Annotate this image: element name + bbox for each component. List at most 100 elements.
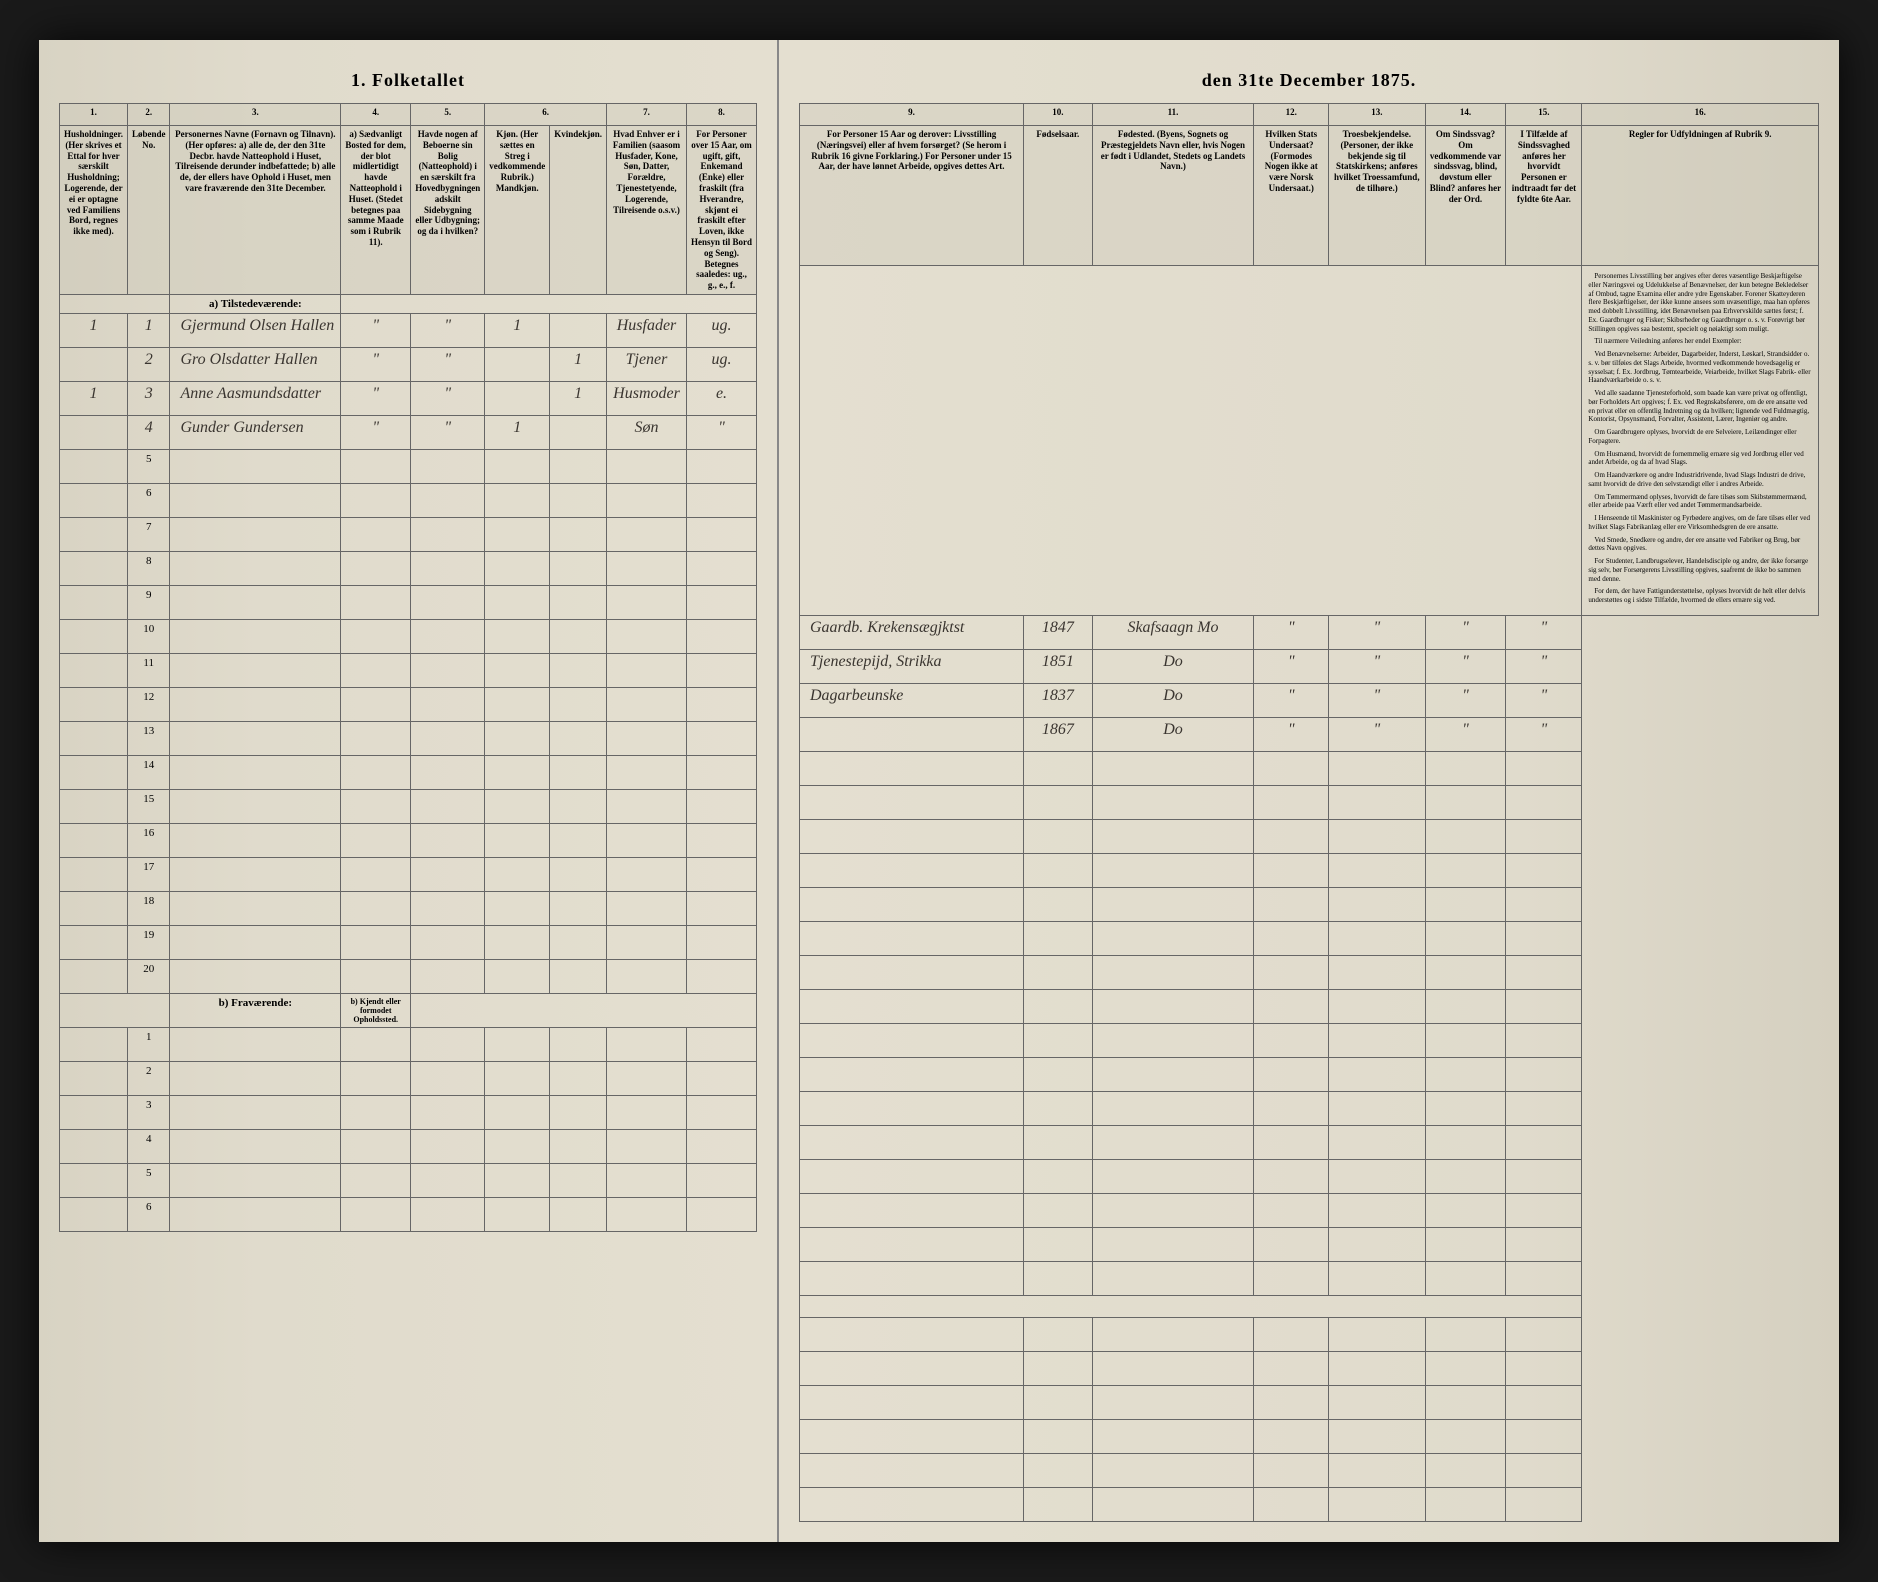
col-16: 16. (1582, 104, 1819, 126)
cell-citizen: " (1254, 615, 1329, 649)
empty-row: 10 (60, 619, 757, 653)
col-15: 15. (1506, 104, 1582, 126)
cell-cond: " (1425, 615, 1506, 649)
cell-place: Do (1092, 649, 1254, 683)
col-4: 4. (341, 104, 411, 126)
empty-row: 12 (60, 687, 757, 721)
cell-name: Gunder Gundersen (170, 415, 341, 449)
cell-residence: " (341, 381, 411, 415)
empty-row: 5 (60, 449, 757, 483)
empty-row: 8 (60, 551, 757, 585)
cell-insanity: " (1506, 615, 1582, 649)
cell-female: 1 (550, 381, 607, 415)
empty-row (800, 1227, 1819, 1261)
cell-rownum: 3 (127, 381, 170, 415)
cell-religion: " (1329, 615, 1425, 649)
empty-row: 2 (60, 1061, 757, 1095)
column-number-row: 1. 2. 3. 4. 5. 6. 7. 8. (60, 104, 757, 126)
cell-insanity: " (1506, 649, 1582, 683)
rules-paragraph: Om Gaardbrugere oplyses, hvorvidt de ere… (1588, 428, 1812, 446)
col-9: 9. (800, 104, 1024, 126)
rules-paragraph: I Henseende til Maskinister og Fyrbødere… (1588, 514, 1812, 532)
col-5: 5. (411, 104, 485, 126)
absent-note: b) Kjendt eller formodet Opholdssted. (341, 993, 411, 1027)
data-row: 1867 Do " " " " (800, 717, 1819, 751)
header-condition: Om Sindssvag? Om vedkommende var sindssv… (1425, 126, 1506, 266)
data-row: 1 1 Gjermund Olsen Hallen " " 1 Husfader… (60, 313, 757, 347)
section-present-row: a) Tilstedeværende: (60, 294, 757, 313)
empty-row: 6 (60, 1197, 757, 1231)
cell-male (485, 347, 550, 381)
column-number-row-right: 9. 10. 11. 12. 13. 14. 15. 16. (800, 104, 1819, 126)
cell-household (60, 415, 128, 449)
empty-row: 11 (60, 653, 757, 687)
left-page: 1. Folketallet 1. 2. 3. 4. 5. 6. 7. 8. H… (39, 40, 779, 1542)
col-13: 13. (1329, 104, 1425, 126)
empty-row (800, 1351, 1819, 1385)
empty-row: 20 (60, 959, 757, 993)
cell-marital: e. (687, 381, 757, 415)
cell-marital: ug. (687, 313, 757, 347)
empty-row: 6 (60, 483, 757, 517)
census-table-left: 1. 2. 3. 4. 5. 6. 7. 8. Husholdninger. (… (59, 103, 757, 1232)
cell-year: 1867 (1024, 717, 1092, 751)
cell-insanity: " (1506, 717, 1582, 751)
empty-row (800, 1023, 1819, 1057)
header-households: Husholdninger. (Her skrives et Ettal for… (60, 126, 128, 295)
empty-row (800, 785, 1819, 819)
rules-text-cell: Personernes Livsstilling bør angives eft… (1582, 266, 1819, 616)
empty-row (800, 819, 1819, 853)
header-citizenship: Hvilken Stats Undersaat? (Formodes Nogen… (1254, 126, 1329, 266)
rules-paragraph: Om Husmænd, hvorvidt de fornemmelig ernæ… (1588, 450, 1812, 468)
cell-role: Tjener (607, 347, 687, 381)
header-insanity-age: I Tilfælde af Sindssvaghed anføres her h… (1506, 126, 1582, 266)
section-absent-label: b) Fraværende: (170, 993, 341, 1027)
empty-row: 19 (60, 925, 757, 959)
cell-occupation: Gaardb. Krekensægjktst (800, 615, 1024, 649)
empty-row (800, 1159, 1819, 1193)
empty-row: 7 (60, 517, 757, 551)
header-running-no: Løbende No. (127, 126, 170, 295)
rules-paragraph: Personernes Livsstilling bør angives eft… (1588, 272, 1812, 333)
cell-rownum: 4 (127, 415, 170, 449)
cell-occupation (800, 717, 1024, 751)
cell-cond: " (1425, 649, 1506, 683)
empty-row (800, 1317, 1819, 1351)
header-residence: a) Sædvanligt Bosted for dem, der blot m… (341, 126, 411, 295)
cell-year: 1847 (1024, 615, 1092, 649)
header-row-left: Husholdninger. (Her skrives et Ettal for… (60, 126, 757, 295)
section-absent-spacer-right (800, 1295, 1819, 1317)
empty-row: 15 (60, 789, 757, 823)
cell-male (485, 381, 550, 415)
rules-paragraph: Ved Benævnelserne: Arbeider, Dagarbeider… (1588, 350, 1812, 385)
data-row: 1 3 Anne Aasmundsdatter " " 1 Husmoder e… (60, 381, 757, 415)
header-marital: For Personer over 15 Aar, om ugift, gift… (687, 126, 757, 295)
header-birthplace: Fødested. (Byens, Sognets og Præstegjeld… (1092, 126, 1254, 266)
header-row-right: For Personer 15 Aar og derover: Livsstil… (800, 126, 1819, 266)
empty-row (800, 853, 1819, 887)
cell-building: " (411, 415, 485, 449)
col-11: 11. (1092, 104, 1254, 126)
header-rules: Regler for Udfyldningen af Rubrik 9. (1582, 126, 1819, 266)
cell-residence: " (341, 347, 411, 381)
page-title-left: 1. Folketallet (59, 70, 757, 91)
rules-paragraph: Om Haandværkere og andre Industridrivend… (1588, 471, 1812, 489)
col-6: 6. (485, 104, 607, 126)
cell-female (550, 313, 607, 347)
empty-row: 4 (60, 1129, 757, 1163)
empty-row: 16 (60, 823, 757, 857)
empty-row: 18 (60, 891, 757, 925)
cell-household: 1 (60, 381, 128, 415)
cell-female: 1 (550, 347, 607, 381)
cell-religion: " (1329, 717, 1425, 751)
empty-row (800, 1193, 1819, 1227)
cell-citizen: " (1254, 683, 1329, 717)
cell-household (60, 347, 128, 381)
rules-paragraph: Til nærmere Veiledning anføres her endel… (1588, 337, 1812, 346)
empty-row (800, 1453, 1819, 1487)
header-female: Kvindekjøn. (550, 126, 607, 295)
empty-row (800, 955, 1819, 989)
cell-building: " (411, 313, 485, 347)
cell-occupation: Dagarbeunske (800, 683, 1024, 717)
cell-place: Do (1092, 683, 1254, 717)
